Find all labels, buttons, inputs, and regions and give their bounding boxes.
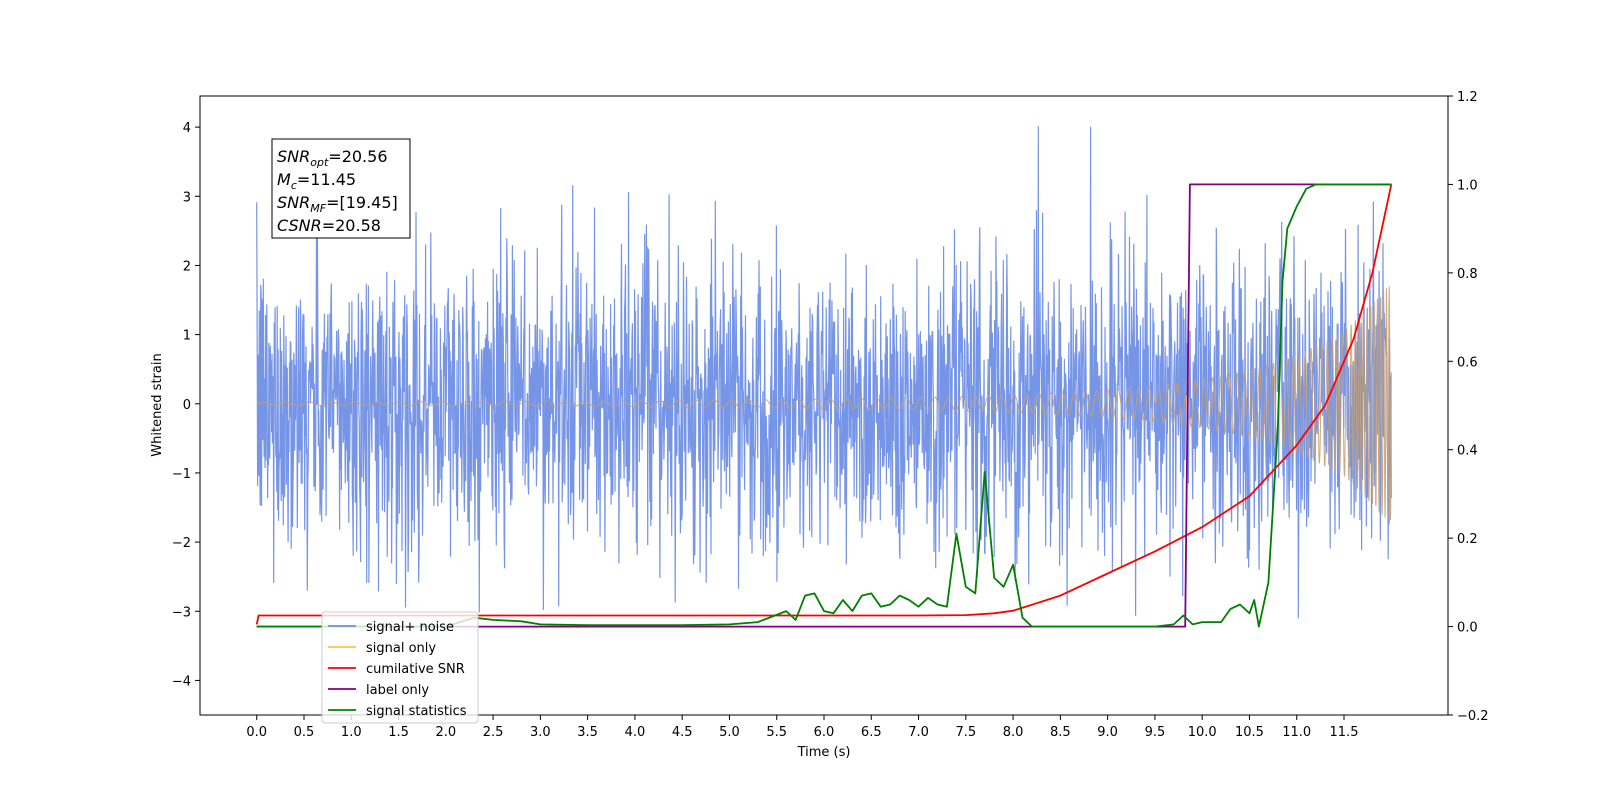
- y-axis-label: Whitened strain: [150, 353, 165, 456]
- legend-frame: [321, 611, 479, 724]
- x-tick-label: 10.0: [1188, 725, 1217, 740]
- legend-label: signal statistics: [366, 704, 467, 719]
- y-axis-right: −0.2 0.0 0.2 0.4 0.6 0.8 1.0 1.2: [1448, 90, 1489, 724]
- x-axis-label: Time (s): [797, 745, 851, 760]
- y-right-tick-label: 0.2: [1457, 532, 1478, 547]
- x-axis: 0.0 0.5 1.0 1.5 2.0 2.5 3.0 3.5 4.0 4.5 5.0 5.5 6.0 6…: [246, 715, 1358, 740]
- x-tick-label: 11.5: [1330, 725, 1359, 740]
- y-right-tick-label: 0.6: [1457, 355, 1478, 370]
- x-tick-label: 2.0: [435, 725, 456, 740]
- annotation-line: SNRopt=20.56: [277, 147, 388, 169]
- annotation-box: SNRopt=20.56Mc=11.45SNRMF=[19.45]CSNR=20…: [271, 138, 411, 239]
- y-tick-label: −4: [172, 674, 191, 689]
- legend-label: signal only: [366, 641, 436, 656]
- series-layer: [255, 126, 1393, 628]
- y-tick-label: −3: [172, 605, 191, 620]
- y-tick-label: −2: [172, 536, 191, 551]
- x-tick-label: 4.0: [625, 725, 646, 740]
- y-tick-label: 3: [183, 190, 191, 205]
- x-tick-label: 9.0: [1097, 725, 1118, 740]
- y-right-tick-label: −0.2: [1457, 709, 1489, 724]
- x-tick-label: 3.0: [530, 725, 551, 740]
- legend-label: cumilative SNR: [366, 662, 465, 677]
- annotation-line: CSNR=20.58: [277, 216, 381, 235]
- x-tick-label: 3.5: [577, 725, 598, 740]
- y-right-tick-label: 1.0: [1457, 178, 1478, 193]
- x-tick-label: 7.0: [908, 725, 929, 740]
- x-tick-label: 5.5: [766, 725, 787, 740]
- series-label-only: [256, 183, 1392, 628]
- x-tick-label: 6.0: [814, 725, 835, 740]
- y-tick-label: −1: [172, 467, 191, 482]
- x-tick-label: 8.0: [1003, 725, 1024, 740]
- annotation-line: SNRMF=[19.45]: [277, 193, 398, 215]
- x-tick-label: 9.5: [1145, 725, 1166, 740]
- legend-label: signal+ noise: [366, 620, 454, 635]
- x-tick-label: 5.0: [719, 725, 740, 740]
- y-tick-label: 1: [183, 329, 191, 344]
- legend-label: label only: [366, 683, 429, 698]
- x-tick-label: 10.5: [1235, 725, 1264, 740]
- y-right-tick-label: 0.0: [1457, 621, 1478, 636]
- annotation-frame: [271, 138, 411, 239]
- x-tick-label: 1.5: [388, 725, 409, 740]
- x-tick-label: 2.5: [483, 725, 504, 740]
- y-right-tick-label: 0.8: [1457, 267, 1478, 282]
- legend: signal+ noise signal only cumilative SNR la…: [321, 611, 479, 724]
- y-tick-label: 4: [183, 121, 191, 136]
- x-tick-label: 0.5: [294, 725, 315, 740]
- y-right-tick-label: 0.4: [1457, 444, 1478, 459]
- series-signal-only: [256, 286, 1392, 522]
- x-tick-label: 6.5: [861, 725, 882, 740]
- y-axis-left: −4 −3 −2 −1 0 1 2 3 4: [172, 121, 200, 689]
- series-cumulative-snr: [255, 184, 1393, 625]
- x-tick-label: 4.5: [672, 725, 693, 740]
- x-tick-label: 0.0: [246, 725, 267, 740]
- series-signal-statistics: [256, 183, 1392, 628]
- x-tick-label: 11.0: [1282, 725, 1311, 740]
- annotation-line: Mc=11.45: [277, 170, 356, 192]
- x-tick-label: 8.5: [1050, 725, 1071, 740]
- y-tick-label: 2: [183, 259, 191, 274]
- y-right-tick-label: 1.2: [1457, 90, 1478, 105]
- x-tick-label: 7.5: [955, 725, 976, 740]
- y-tick-label: 0: [183, 398, 191, 413]
- x-tick-label: 1.0: [341, 725, 362, 740]
